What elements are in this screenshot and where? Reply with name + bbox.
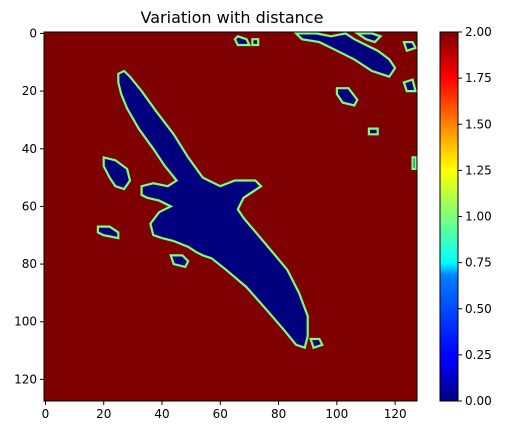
colorbar-tick-label: 1.75 [465, 71, 492, 85]
colorbar-tick-label: 1.50 [465, 117, 492, 131]
x-tick-label: 120 [384, 407, 407, 421]
region-blob_top_2 [251, 38, 260, 47]
colorbar-tick-label: 0.25 [465, 348, 492, 362]
region-blob_small_center [169, 254, 190, 269]
region-blob_top_right [353, 32, 383, 44]
x-tick-label: 40 [154, 407, 169, 421]
colorbar: 0.00 0.25 0.50 0.75 1.00 1.25 1.50 1.75 2.00 [439, 25, 492, 408]
region-blob_mid_right_1 [335, 87, 359, 107]
heatmap-plot-area [43, 31, 418, 402]
colorbar-tick-label: 0.50 [465, 302, 492, 316]
x-tick-label: 80 [271, 407, 286, 421]
heatmap-regions [96, 32, 417, 350]
region-blob_top_1 [233, 35, 252, 47]
y-tick-label: 80 [22, 257, 37, 271]
x-axis: 0 20 40 60 80 100 120 [42, 401, 407, 421]
colorbar-tick-label: 0.75 [465, 256, 492, 270]
region-blob_left_lower [96, 225, 120, 240]
colorbar-gradient [439, 31, 459, 402]
colorbar-tick-label: 1.00 [465, 210, 492, 224]
region-blob_dot_1 [367, 127, 379, 136]
region-blob_top_streak [293, 32, 397, 79]
region-blob_left_upper [102, 155, 132, 191]
plot-frame [43, 31, 418, 402]
y-tick-label: 100 [14, 315, 37, 329]
region-blob_bottom_right [309, 337, 324, 350]
region-blob_dot_2 [411, 156, 417, 170]
x-tick-label: 100 [325, 407, 348, 421]
y-tick-label: 0 [29, 26, 37, 40]
x-tick-label: 20 [96, 407, 111, 421]
region-blob_right_small [402, 40, 417, 53]
colorbar-tick-label: 2.00 [465, 25, 492, 39]
y-tick-label: 40 [22, 142, 37, 156]
colorbar-tick-label: 1.25 [465, 163, 492, 177]
chart-title: Variation with distance [141, 8, 324, 27]
y-tick-label: 120 [14, 372, 37, 386]
region-blob_mid_right_2 [402, 78, 417, 93]
x-tick-label: 60 [213, 407, 228, 421]
y-tick-label: 60 [22, 199, 37, 213]
colorbar-tick-label: 0.00 [465, 394, 492, 408]
x-tick-label: 0 [42, 407, 50, 421]
y-axis: 0 20 40 60 80 100 120 [14, 26, 44, 386]
region-bird_body [117, 69, 309, 350]
y-tick-label: 20 [22, 84, 37, 98]
